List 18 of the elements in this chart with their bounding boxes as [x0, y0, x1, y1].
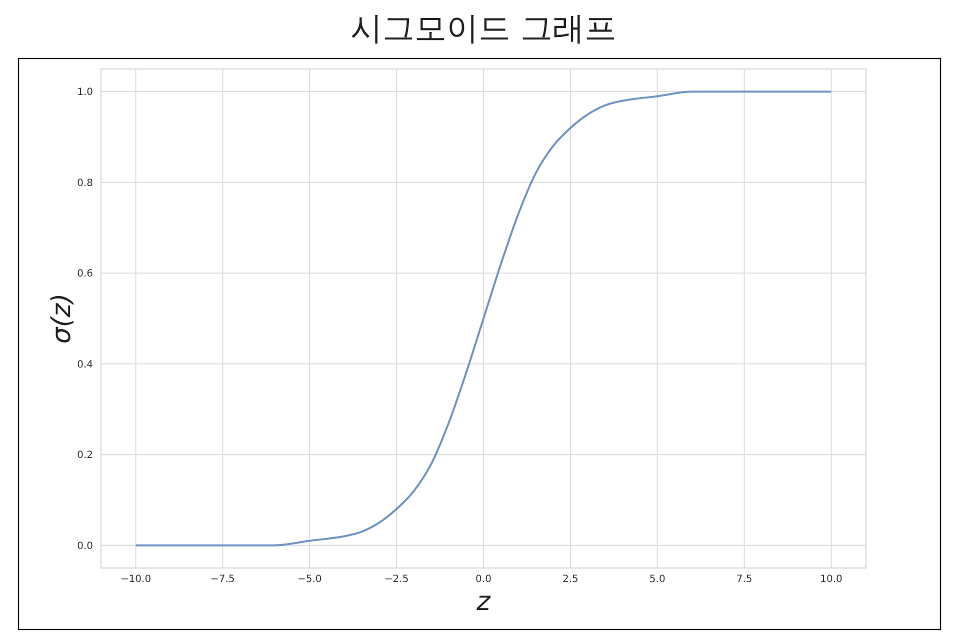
y-tick-label: 0.6	[77, 268, 93, 280]
x-tick-label: 7.5	[736, 574, 752, 585]
y-axis-title: σ(z)	[47, 293, 77, 344]
x-tick-label: 5.0	[649, 574, 666, 585]
x-tick-label: −10.0	[120, 574, 152, 585]
x-tick-label: 0.0	[476, 574, 492, 585]
x-tick-label: 2.5	[562, 574, 578, 585]
x-axis-title: z	[476, 587, 492, 617]
chart-title: 시그모이드 그래프	[350, 8, 617, 47]
y-tick-label: 0.4	[77, 359, 93, 370]
x-tick-label: −2.5	[384, 574, 409, 585]
y-tick-label: 0.8	[77, 178, 93, 189]
y-tick-label: 0.2	[77, 450, 93, 462]
x-tick-label: 10.0	[820, 574, 842, 585]
y-tick-label: 1.0	[77, 87, 93, 98]
x-tick-label: −5.0	[297, 574, 322, 585]
y-tick-label: 0.0	[77, 540, 93, 552]
x-tick-label: −7.5	[210, 574, 235, 585]
